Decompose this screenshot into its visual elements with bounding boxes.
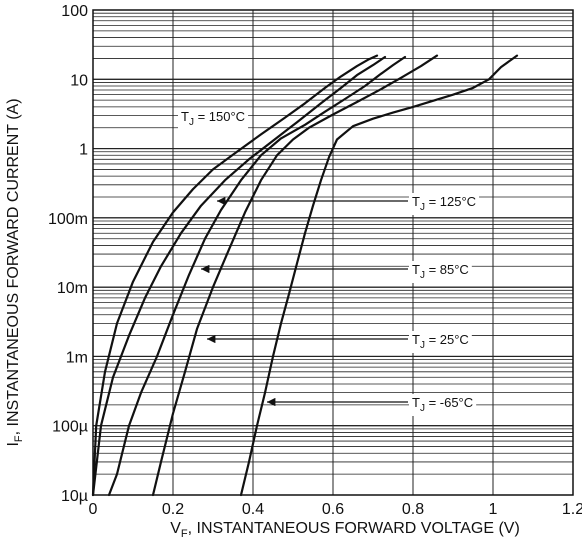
- x-tick-label: 0.6: [322, 501, 344, 518]
- annotation-0: TJ = 150°C: [178, 108, 249, 130]
- y-tick-label: 10m: [57, 280, 88, 297]
- y-tick-label: 1: [79, 142, 88, 159]
- annotation-bg: [409, 193, 480, 215]
- y-axis-title-rest: , INSTANTANEOUS FORWARD CURRENT (A): [5, 98, 22, 435]
- series-line-1: [91, 55, 387, 497]
- annotation-label-rest: = 125°C: [425, 194, 476, 209]
- y-tick-label: 10µ: [61, 488, 88, 505]
- y-tick-label: 10: [70, 72, 88, 89]
- annotation-label-rest: = 25°C: [425, 332, 469, 347]
- y-tick-label: 100: [61, 3, 88, 20]
- x-tick-label: 1.2: [562, 501, 582, 518]
- plot-frame: [92, 9, 574, 496]
- x-axis-title-main: V: [170, 520, 181, 537]
- series-line-4: [239, 54, 519, 497]
- annotation-label: TJ = -65°C: [412, 395, 473, 414]
- annotation-label-rest: = 85°C: [425, 262, 469, 277]
- annotation-bg: [409, 261, 472, 283]
- annotation-label: TJ = 25°C: [412, 332, 469, 351]
- x-axis-title-sub: F: [181, 528, 188, 540]
- annotation-label-base: T: [181, 109, 189, 124]
- x-tick-label: 1: [489, 501, 498, 518]
- annotation-bg: [409, 331, 472, 353]
- annotation-bg: [178, 108, 249, 130]
- annotation-label-rest: = -65°C: [425, 395, 473, 410]
- annotation-label: TJ = 125°C: [412, 194, 476, 213]
- annotation-2: TJ = 85°C: [201, 261, 472, 283]
- annotation-label-sub: J: [189, 117, 194, 128]
- series-group: [91, 54, 519, 497]
- y-axis-title-sub: F: [13, 435, 25, 442]
- annotation-label: TJ = 150°C: [181, 109, 245, 128]
- annotation-label-sub: J: [420, 270, 425, 281]
- x-axis-title-rest: , INSTANTANEOUS FORWARD VOLTAGE (V): [188, 520, 520, 537]
- y-tick-label: 100µ: [52, 419, 88, 436]
- annotation-3: TJ = 25°C: [207, 331, 472, 353]
- x-tick-label: 0.2: [162, 501, 184, 518]
- series-line-3: [151, 54, 439, 497]
- annotation-label-sub: J: [420, 340, 425, 351]
- annotation-label-sub: J: [420, 202, 425, 213]
- series-line-0: [91, 54, 379, 497]
- x-axis-title: VF, INSTANTANEOUS FORWARD VOLTAGE (V): [170, 520, 520, 540]
- annotation-label-sub: J: [420, 403, 425, 414]
- tick-labels: 0 0.2 0.4 0.6 0.8 1 1.2 100 10 1 100m 10m 1m 100µ 10µ: [48, 3, 582, 518]
- annotation-label-base: T: [412, 262, 420, 277]
- annotation-label-base: T: [412, 395, 420, 410]
- annotation-1: TJ = 125°C: [217, 193, 480, 215]
- y-tick-label: 100m: [48, 211, 88, 228]
- grid: [92, 9, 574, 496]
- y-axis-title: IF, INSTANTANEOUS FORWARD CURRENT (A): [5, 98, 25, 446]
- x-tick-label: 0.4: [242, 501, 264, 518]
- annotation-bg: [409, 394, 477, 416]
- y-tick-label: 1m: [66, 349, 88, 366]
- annotation-label-base: T: [412, 332, 420, 347]
- x-tick-label: 0: [89, 501, 98, 518]
- series-line-2: [107, 55, 407, 497]
- annotation-label: TJ = 85°C: [412, 262, 469, 281]
- annotation-group: TJ = 150°CTJ = 125°CTJ = 85°CTJ = 25°CTJ…: [178, 108, 480, 416]
- x-tick-label: 0.8: [402, 501, 424, 518]
- annotation-4: TJ = -65°C: [267, 394, 477, 416]
- annotation-label-rest: = 150°C: [194, 109, 245, 124]
- annotation-label-base: T: [412, 194, 420, 209]
- y-axis-title-main: I: [5, 442, 22, 446]
